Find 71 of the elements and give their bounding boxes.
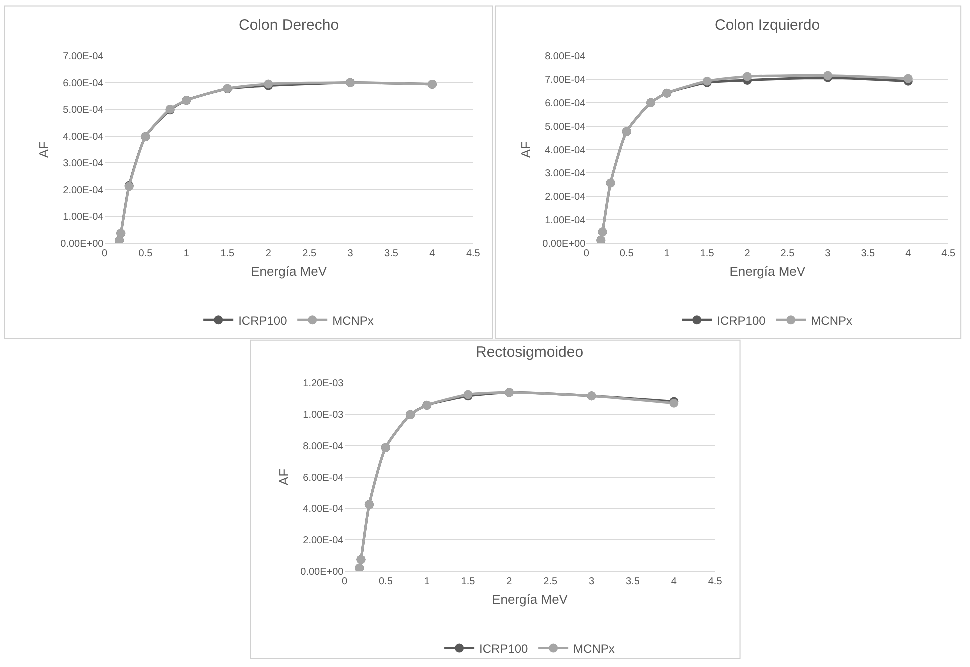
x-tick-label: 1 <box>424 576 430 588</box>
x-tick-label: 0.5 <box>620 248 634 260</box>
x-tick-label: 4.5 <box>942 248 956 260</box>
x-tick-label: 0.5 <box>138 248 154 260</box>
x-tick-label: 4 <box>671 576 678 588</box>
chart-title: Rectosigmoideo <box>476 344 584 361</box>
x-tick-label: 2 <box>506 576 513 588</box>
point <box>743 72 752 82</box>
x-tick-label: 1.5 <box>220 248 236 260</box>
x-tick-label: 3.5 <box>384 248 399 260</box>
x-tick-label: 2 <box>744 248 751 260</box>
y-tick-label: 5.00E-04 <box>545 122 586 133</box>
legend-label: ICRP100 <box>717 314 766 328</box>
y-tick-label: 2.00E-04 <box>545 192 586 204</box>
y-tick-label: 4.00E-04 <box>63 132 104 143</box>
x-tick-label: 4 <box>906 248 912 260</box>
y-tick-label: 1.20E-03 <box>303 378 344 390</box>
y-tick-label: 7.00E-04 <box>545 75 586 86</box>
point <box>904 74 913 84</box>
x-tick-label: 4 <box>430 248 436 260</box>
y-tick-label: 2.00E-04 <box>63 185 104 196</box>
y-tick-label: 4.00E-04 <box>545 145 586 156</box>
x-tick-label: 3.5 <box>626 576 640 588</box>
y-tick-label: 1.00E-04 <box>545 216 586 226</box>
y-tick-label: 5.00E-04 <box>63 105 104 116</box>
x-axis-title: Energía MeV <box>492 592 568 608</box>
legend-label: MCNPx <box>574 642 615 656</box>
x-tick-label: 2.5 <box>544 576 558 588</box>
x-tick-label: 0 <box>342 576 348 588</box>
x-tick-label: 3 <box>348 248 354 260</box>
y-tick-label: 0.00E+00 <box>300 567 344 578</box>
x-tick-label: 3 <box>589 576 596 588</box>
x-tick-label: 4.5 <box>708 576 723 588</box>
x-tick-label: 2.5 <box>302 248 317 260</box>
x-tick-label: 1.5 <box>461 576 476 588</box>
x-tick-label: 3.5 <box>861 248 876 260</box>
x-tick-label: 2 <box>266 248 272 260</box>
x-tick-label: 0 <box>584 248 590 260</box>
y-tick-label: 0.00E+00 <box>542 238 586 250</box>
y-tick-label: 0.00E+00 <box>60 238 104 250</box>
y-axis-title: AF <box>518 141 534 158</box>
y-tick-label: 1.00E-03 <box>303 410 344 421</box>
x-tick-label: 1.5 <box>700 248 715 260</box>
legend-label: MCNPx <box>811 314 852 328</box>
y-tick-label: 4.00E-04 <box>303 504 344 516</box>
y-tick-label: 6.00E-04 <box>545 98 586 110</box>
y-tick-label: 8.00E-04 <box>303 441 344 452</box>
y-tick-label: 1.00E-04 <box>63 212 104 224</box>
x-axis-title: Energía MeV <box>251 264 328 280</box>
y-tick-label: 3.00E-04 <box>545 168 586 180</box>
y-tick-label: 8.00E-04 <box>545 52 586 63</box>
x-tick-label: 3 <box>825 248 832 260</box>
x-tick-label: 2.5 <box>780 248 796 260</box>
y-tick-label: 6.00E-04 <box>63 78 104 90</box>
legend-label: ICRP100 <box>238 314 288 328</box>
chart-title: Colon Izquierdo <box>715 17 820 34</box>
legend-label: MCNPx <box>332 314 374 328</box>
x-tick-label: 0.5 <box>378 576 394 588</box>
y-axis-title: AF <box>36 141 52 158</box>
x-tick-label: 4.5 <box>466 248 481 260</box>
y-tick-label: 6.00E-04 <box>303 472 344 484</box>
x-axis-title: Energía MeV <box>730 264 806 280</box>
y-tick-label: 3.00E-04 <box>63 158 104 170</box>
y-axis-title: AF <box>276 468 292 486</box>
chart-title: Colon Derecho <box>239 17 340 34</box>
x-tick-label: 1 <box>664 248 670 260</box>
x-tick-label: 0 <box>102 248 108 260</box>
x-tick-label: 1 <box>184 248 190 260</box>
y-tick-label: 2.00E-04 <box>303 536 344 547</box>
y-tick-label: 7.00E-04 <box>63 52 104 63</box>
legend-label: ICRP100 <box>480 642 529 656</box>
